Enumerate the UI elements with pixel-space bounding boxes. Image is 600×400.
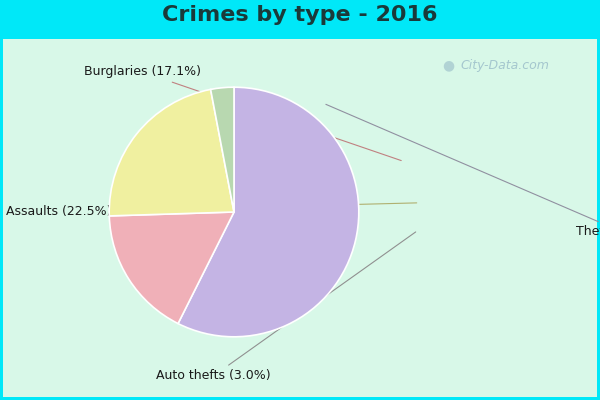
Text: City-Data.com: City-Data.com — [460, 58, 549, 72]
Bar — [3, 39, 597, 397]
Wedge shape — [109, 212, 234, 324]
Wedge shape — [109, 90, 234, 216]
Text: ●: ● — [442, 58, 454, 72]
Text: Thefts (57.4%): Thefts (57.4%) — [326, 104, 600, 238]
Text: Auto thefts (3.0%): Auto thefts (3.0%) — [156, 232, 416, 382]
Wedge shape — [178, 87, 359, 337]
Bar — [0, 0, 600, 30]
Text: Assaults (22.5%): Assaults (22.5%) — [6, 203, 417, 218]
Text: Burglaries (17.1%): Burglaries (17.1%) — [84, 66, 401, 160]
Text: Crimes by type - 2016: Crimes by type - 2016 — [162, 5, 438, 25]
Wedge shape — [211, 87, 234, 212]
